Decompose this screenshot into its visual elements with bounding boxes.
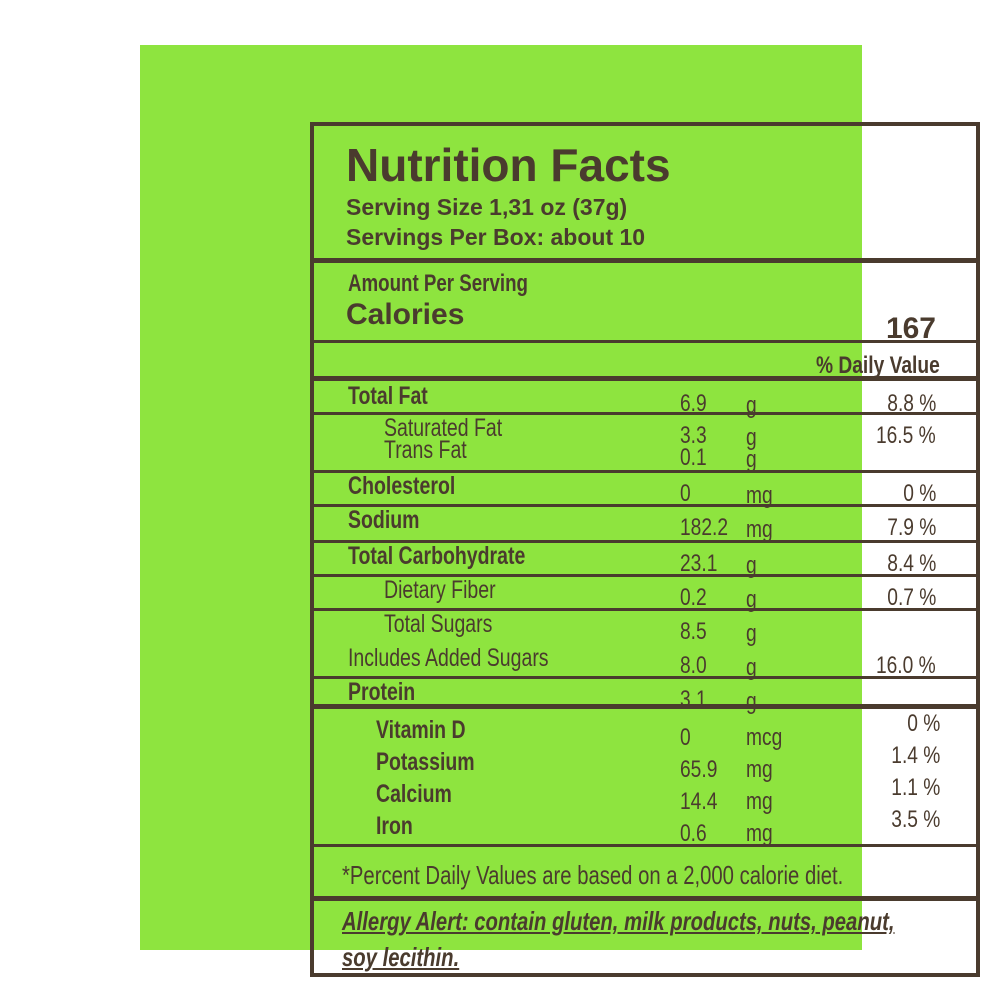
nutrient-unit: g <box>746 552 757 579</box>
nutrient-daily-value: 16.5 % <box>876 422 936 449</box>
divider <box>314 504 976 507</box>
nutrition-facts-label: Nutrition Facts Serving Size 1,31 oz (37… <box>310 122 980 977</box>
nutrient-name: Includes Added Sugars <box>348 644 549 672</box>
nutrient-name: Total Carbohydrate <box>348 542 526 570</box>
nutrient-name: Trans Fat <box>384 436 467 464</box>
vitamin-amount: 14.4 <box>680 788 718 815</box>
divider <box>314 676 976 679</box>
nutrient-name: Saturated Fat <box>384 414 503 442</box>
nutrient-amount: 3.1 <box>680 686 707 713</box>
allergy-alert-line1: Allergy Alert: contain gluten, milk prod… <box>342 906 895 936</box>
nutrient-name: Dietary Fiber <box>384 576 496 604</box>
nutrient-name: Sodium <box>348 506 420 534</box>
vitamin-daily-value: 1.4 % <box>890 742 940 769</box>
nutrient-daily-value: 0 % <box>902 480 936 507</box>
divider <box>314 574 976 577</box>
divider <box>314 896 976 901</box>
calories-value: 167 <box>885 312 936 345</box>
nutrient-unit: g <box>746 392 757 419</box>
divider <box>314 608 976 611</box>
nutrient-amount: 8.0 <box>680 652 707 679</box>
nutrient-daily-value: 16.0 % <box>876 652 936 679</box>
vitamin-name: Vitamin D <box>376 716 466 744</box>
nutrient-amount: 8.5 <box>680 618 707 645</box>
vitamin-unit: mcg <box>746 724 783 751</box>
nutrient-name: Total Fat <box>348 382 428 410</box>
vitamin-amount: 0.6 <box>680 820 707 847</box>
vitamin-amount: 65.9 <box>680 756 718 783</box>
calories-label: Calories <box>346 298 465 331</box>
vitamin-daily-value: 3.5 % <box>890 806 940 833</box>
allergy-alert-line2: soy lecithin. <box>342 942 460 972</box>
amount-per-serving: Amount Per Serving <box>348 270 528 297</box>
vitamin-name: Iron <box>376 812 413 840</box>
vitamin-amount: 0 <box>680 724 691 751</box>
nutrient-amount: 0.1 <box>680 444 707 471</box>
nutrient-unit: g <box>746 446 757 473</box>
vitamin-daily-value: 0 % <box>906 710 940 737</box>
nutrient-unit: mg <box>746 516 773 543</box>
nutrient-amount: 0.2 <box>680 584 707 611</box>
package-panel: Nutrition Facts Serving Size 1,31 oz (37… <box>140 45 980 977</box>
divider <box>314 844 976 847</box>
vitamin-name: Potassium <box>376 748 475 776</box>
nutrient-amount: 0 <box>680 480 691 507</box>
nutrient-name: Total Sugars <box>384 610 493 638</box>
serving-size: Serving Size 1,31 oz (37g) <box>346 194 628 220</box>
nutrient-amount: 182.2 <box>680 514 729 541</box>
label-title: Nutrition Facts <box>346 139 671 191</box>
nutrient-amount: 3.3 <box>680 422 707 449</box>
vitamin-daily-value: 1.1 % <box>890 774 940 801</box>
divider <box>314 258 976 263</box>
servings-per-box: Servings Per Box: about 10 <box>346 224 646 250</box>
vitamin-unit: mg <box>746 820 773 847</box>
footnote: *Percent Daily Values are based on a 2,0… <box>342 860 844 890</box>
vitamin-unit: mg <box>746 756 773 783</box>
nutrient-daily-value: 0.7 % <box>886 584 936 611</box>
divider <box>314 704 976 709</box>
divider <box>314 470 976 473</box>
nutrient-unit: g <box>746 620 757 647</box>
nutrient-amount: 23.1 <box>680 550 718 577</box>
divider <box>314 412 976 415</box>
nutrient-daily-value: 8.4 % <box>886 550 936 577</box>
vitamin-unit: mg <box>746 788 773 815</box>
nutrient-unit: g <box>746 688 757 715</box>
divider <box>314 540 976 543</box>
nutrient-name: Protein <box>348 678 416 706</box>
divider <box>314 376 976 381</box>
nutrient-unit: g <box>746 654 757 681</box>
nutrient-daily-value: 7.9 % <box>886 514 936 541</box>
daily-value-header: % Daily Value <box>816 352 940 379</box>
nutrient-unit: g <box>746 424 757 451</box>
nutrient-unit: g <box>746 586 757 613</box>
divider <box>314 340 976 343</box>
vitamin-name: Calcium <box>376 780 452 808</box>
nutrient-name: Cholesterol <box>348 472 456 500</box>
